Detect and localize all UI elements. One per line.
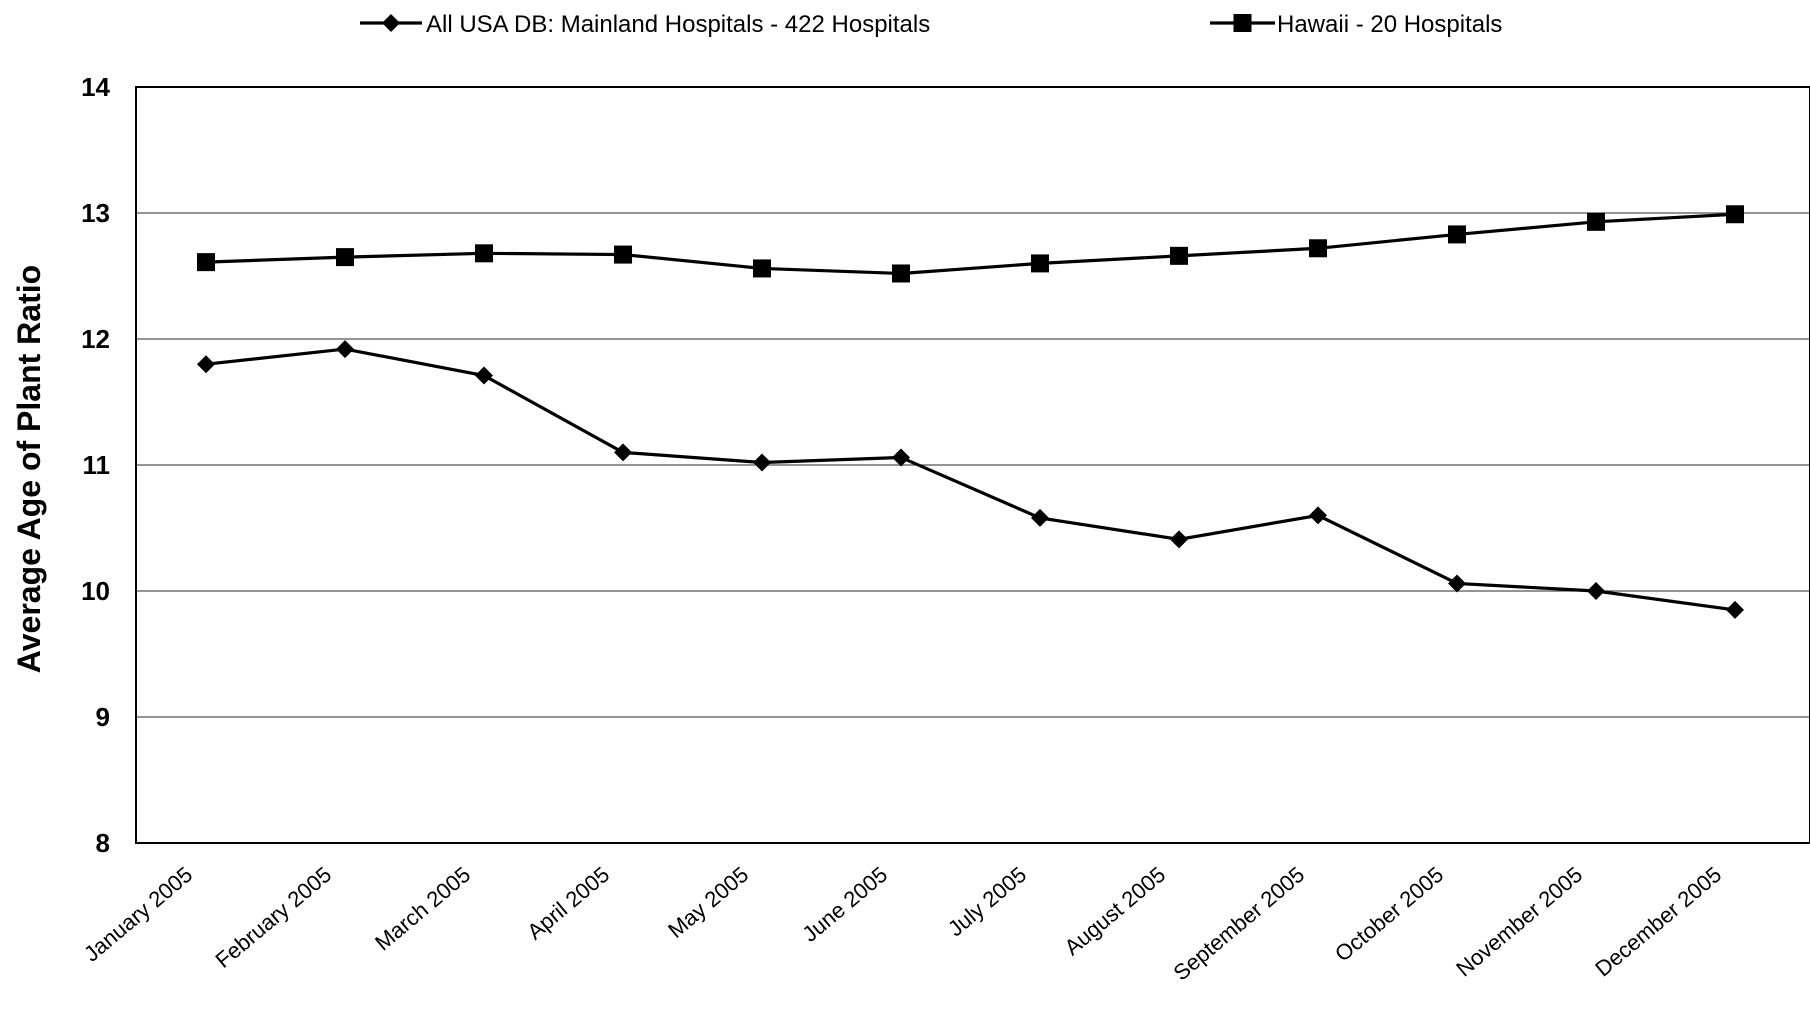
y-axis: 8 9 10 11 12 13 14 <box>81 72 110 858</box>
data-point-diamond <box>753 453 771 472</box>
data-point-diamond <box>336 340 354 359</box>
x-tick-label: August 2005 <box>1060 862 1171 961</box>
data-point-diamond <box>1031 508 1049 527</box>
x-axis: January 2005 February 2005 March 2005 April… <box>79 862 1726 986</box>
data-point-diamond <box>382 14 400 32</box>
data-point-diamond <box>1170 530 1188 549</box>
x-tick-label: September 2005 <box>1169 862 1310 986</box>
data-point-diamond <box>475 366 493 385</box>
data-point-diamond <box>614 443 632 462</box>
series-2 <box>197 205 1744 283</box>
plot-area <box>135 86 1810 844</box>
x-tick-label: December 2005 <box>1590 862 1726 982</box>
data-point-diamond <box>892 448 910 467</box>
x-tick-label: June 2005 <box>797 862 892 947</box>
y-tick-label: 8 <box>96 828 110 858</box>
data-point-square <box>1726 205 1744 224</box>
x-tick-label: January 2005 <box>79 862 197 967</box>
x-tick-label: February 2005 <box>211 862 337 973</box>
y-axis-title: Average Age of Plant Ratio <box>11 265 47 673</box>
series-1 <box>197 340 1744 619</box>
y-tick-label: 14 <box>81 72 110 102</box>
gridlines <box>136 212 1810 718</box>
data-point-diamond <box>1448 574 1466 593</box>
data-point-square <box>1448 225 1466 244</box>
legend: All USA DB: Mainland Hospitals - 422 Hos… <box>360 11 1502 38</box>
x-tick-label: July 2005 <box>943 862 1031 942</box>
data-point-square <box>197 253 215 272</box>
y-tick-label: 9 <box>96 702 110 732</box>
data-point-diamond <box>1309 506 1327 525</box>
series-layer <box>197 205 1744 619</box>
data-point-diamond <box>197 355 215 374</box>
legend-entry-1: All USA DB: Mainland Hospitals - 422 Hos… <box>360 11 930 38</box>
x-tick-label: May 2005 <box>663 862 753 943</box>
series-line <box>205 212 1736 276</box>
x-tick-label: October 2005 <box>1330 862 1448 967</box>
x-tick-label: March 2005 <box>370 862 475 956</box>
x-tick-label: April 2005 <box>522 862 614 945</box>
y-tick-label: 11 <box>83 450 111 480</box>
data-point-square <box>1309 239 1327 258</box>
data-point-diamond <box>1726 600 1744 619</box>
data-point-square <box>1170 246 1188 265</box>
y-tick-label: 10 <box>81 576 110 606</box>
legend-entry-2: Hawaii - 20 Hospitals <box>1210 11 1502 38</box>
y-tick-label: 12 <box>81 324 110 354</box>
data-point-square <box>336 248 354 267</box>
legend-label: All USA DB: Mainland Hospitals - 422 Hos… <box>426 11 930 38</box>
data-point-square <box>1233 14 1252 32</box>
series-line <box>205 347 1736 612</box>
data-point-square <box>614 245 632 264</box>
data-point-square <box>753 259 771 278</box>
legend-label: Hawaii - 20 Hospitals <box>1277 11 1502 38</box>
data-point-square <box>1031 254 1049 273</box>
data-point-square <box>475 244 493 263</box>
data-point-square <box>892 264 910 283</box>
y-tick-label: 13 <box>81 198 110 228</box>
data-point-square <box>1587 212 1605 231</box>
data-point-diamond <box>1587 582 1605 600</box>
x-tick-label: November 2005 <box>1451 862 1587 982</box>
